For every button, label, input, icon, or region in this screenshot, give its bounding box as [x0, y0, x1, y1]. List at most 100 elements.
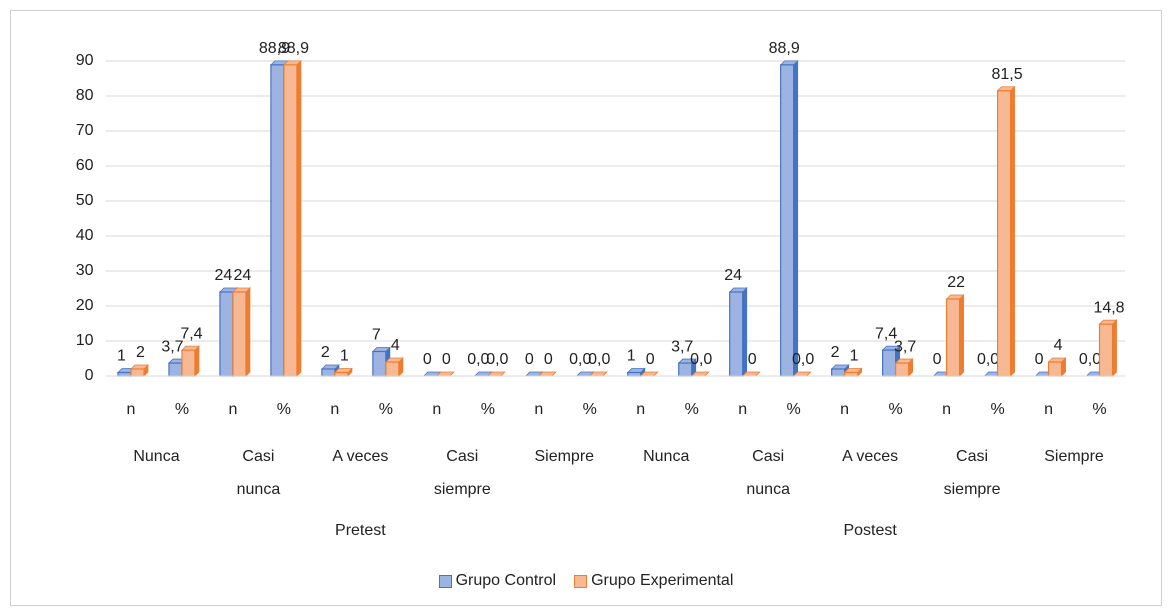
x-tick-label: n [942, 401, 951, 418]
data-label: 0 [748, 351, 757, 368]
data-label: 0,0 [977, 351, 999, 368]
supergroup-label: Postest [843, 522, 897, 539]
data-label: 14,8 [1093, 299, 1124, 316]
bar [385, 361, 400, 377]
data-label: 24 [215, 267, 233, 284]
bar [780, 64, 795, 377]
y-tick-label: 80 [76, 87, 94, 104]
data-label: 0 [1035, 351, 1044, 368]
x-tick-label: n [127, 401, 136, 418]
data-label: 24 [724, 267, 742, 284]
x-tick-label: n [636, 401, 645, 418]
data-label: 81,5 [991, 66, 1022, 83]
data-label: 1 [627, 348, 636, 365]
group-label: Nunca [643, 448, 690, 465]
data-label: 2 [136, 344, 145, 361]
data-label: 0 [525, 351, 534, 368]
group-label: Casi nunca [236, 448, 281, 498]
group-label: Siempre [1044, 448, 1104, 465]
bar [130, 368, 145, 377]
x-tick-label: n [840, 401, 849, 418]
data-label: 4 [1054, 337, 1063, 354]
bar [945, 298, 961, 377]
data-label: 7 [372, 327, 381, 344]
bar [627, 371, 642, 377]
x-tick-label: % [1092, 401, 1106, 418]
x-tick-label: % [888, 401, 902, 418]
data-label: 22 [947, 274, 965, 291]
y-tick-label: 90 [76, 52, 94, 69]
data-label: 2 [321, 344, 330, 361]
bar [181, 349, 196, 377]
bar [831, 368, 846, 377]
data-label: 7,4 [875, 325, 897, 342]
data-label: 0 [423, 351, 432, 368]
y-tick-label: 30 [76, 262, 94, 279]
bar [168, 362, 183, 377]
x-tick-label: % [685, 401, 699, 418]
data-label: 0 [442, 351, 451, 368]
legend-item: Grupo Control [438, 572, 557, 590]
data-label: 0,0 [486, 351, 508, 368]
x-tick-label: n [1044, 401, 1053, 418]
data-label: 0,0 [1079, 351, 1101, 368]
group-label: Casi nunca [746, 448, 790, 498]
legend-swatch [438, 574, 452, 588]
bar [117, 371, 132, 377]
group-label: Siempre [534, 448, 595, 465]
x-tick-label: % [481, 401, 495, 418]
data-label: 1 [340, 348, 349, 365]
bar [844, 371, 859, 377]
data-label: 1 [117, 348, 126, 365]
data-label: 4 [391, 337, 400, 354]
x-tick-label: n [228, 401, 237, 418]
data-label: 7,4 [180, 325, 202, 342]
data-label: 0,0 [690, 351, 712, 368]
bar [334, 371, 349, 377]
bar [372, 350, 387, 377]
data-label: 24 [234, 267, 252, 284]
data-label: 0,0 [792, 351, 814, 368]
bar-side [296, 59, 302, 377]
y-tick-label: 40 [76, 227, 94, 244]
data-label: 0,0 [588, 351, 610, 368]
data-label: 0 [933, 351, 942, 368]
y-tick-label: 50 [76, 192, 94, 209]
y-tick-label: 70 [76, 122, 94, 139]
bar [895, 362, 910, 377]
data-label: 3,7 [161, 338, 183, 355]
bar [1098, 323, 1114, 377]
group-label: A veces [842, 448, 899, 465]
x-tick-label: % [277, 401, 291, 418]
x-tick-label: % [787, 401, 801, 418]
data-label: 3,7 [894, 338, 916, 355]
y-tick-label: 60 [76, 157, 94, 174]
group-label: Nunca [133, 448, 180, 465]
x-tick-label: % [379, 401, 393, 418]
data-label: 2 [831, 344, 840, 361]
bar-side [194, 345, 200, 377]
x-tick-label: n [330, 401, 339, 418]
x-tick-label: n [738, 401, 747, 418]
data-label: 0 [544, 351, 553, 368]
bar-side [245, 287, 251, 377]
data-label: 88,9 [259, 40, 290, 57]
y-tick-label: 0 [85, 367, 94, 384]
legend-label: Grupo Control [455, 572, 557, 589]
data-label: 88,9 [769, 40, 800, 57]
bar [729, 291, 744, 377]
y-tick-label: 20 [76, 297, 94, 314]
data-label: 0 [646, 351, 655, 368]
group-label: Casi siempre [433, 448, 491, 498]
x-tick-label: n [534, 401, 543, 418]
supergroup-label: Pretest [335, 522, 386, 539]
bar [270, 64, 285, 377]
data-label: 0,0 [467, 351, 489, 368]
x-tick-label: % [990, 401, 1004, 418]
bar [321, 368, 336, 377]
bar [219, 291, 234, 377]
bar [232, 291, 247, 377]
x-tick-label: % [583, 401, 597, 418]
